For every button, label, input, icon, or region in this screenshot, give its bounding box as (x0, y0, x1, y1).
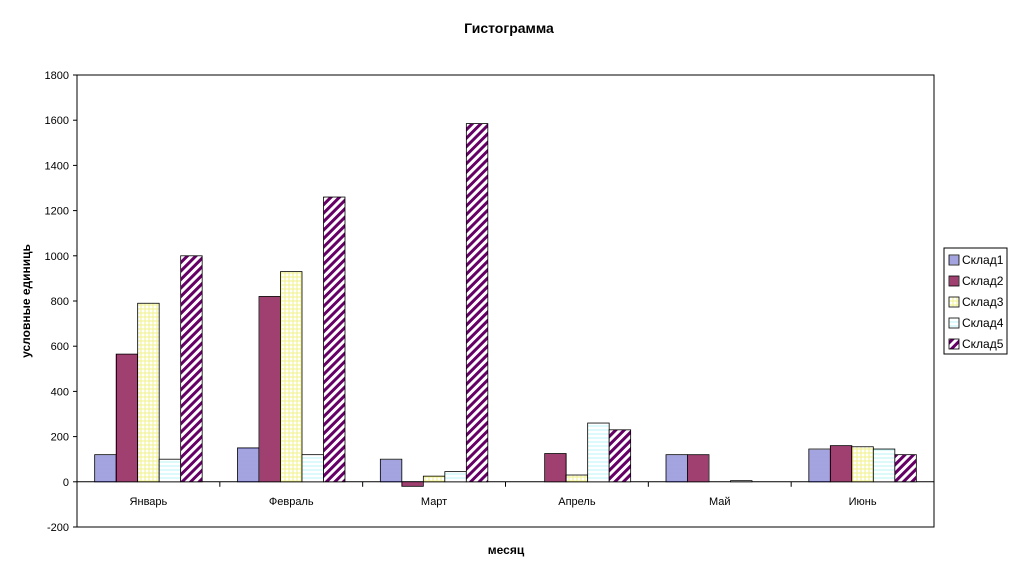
bar-Склад5-Апрель (608, 429, 632, 483)
bar-Склад3-Апрель (565, 474, 589, 483)
legend-label: Склад1 (962, 253, 1004, 267)
bar-Склад4-Май (730, 480, 753, 483)
bar-Склад3-Январь (137, 302, 160, 483)
y-axis-title: условные единиць (19, 244, 33, 358)
bar-Склад2-Май (687, 454, 710, 483)
bar-Склад2-Февраль (258, 296, 281, 483)
y-tick-label: 1200 (45, 206, 69, 218)
x-tick-label: Июнь (849, 496, 877, 508)
legend-label: Склад2 (962, 274, 1004, 288)
legend-label: Склад3 (962, 295, 1004, 309)
legend-swatch (948, 275, 960, 287)
plot-area (76, 74, 935, 528)
bar-Склад5-Февраль (323, 196, 346, 483)
bar-Склад4-Июнь (872, 448, 896, 483)
bar-Склад4-Февраль (301, 454, 324, 483)
y-tick-label: 200 (51, 432, 69, 444)
x-tick-label: Май (709, 496, 731, 508)
x-tick-label: Январь (130, 496, 168, 508)
bar-Склад5-Март (465, 123, 489, 483)
bar-Склад2-Март (401, 481, 424, 487)
x-tick-label: Февраль (269, 496, 314, 508)
x-tick-label: Апрель (558, 496, 596, 508)
bar-Склад3-Февраль (280, 271, 303, 483)
bar-Склад1-Февраль (237, 447, 260, 483)
bar-Склад2-Апрель (544, 453, 567, 483)
legend-label: Склад5 (962, 337, 1004, 351)
legend: Склад1 Склад2 Склад3 Склад4 Склад5 (943, 247, 1008, 355)
legend-label: Склад4 (962, 316, 1004, 330)
x-axis: Январь Февраль Март Апрель Май Июнь (77, 481, 934, 508)
legend-box (943, 247, 1008, 355)
y-tick-label: 1400 (45, 160, 69, 172)
bar-Склад4-Март (444, 471, 467, 483)
legend-swatch (948, 296, 960, 308)
bar-Склад3-Март (422, 475, 446, 483)
bar-Склад1-Январь (94, 454, 117, 483)
legend-swatch (948, 254, 960, 266)
chart-title: Гистограмма (464, 20, 554, 36)
y-tick-label: 800 (51, 296, 69, 308)
y-axis: -200 0 200 400 600 800 1000 1200 1400 1600 1800 (45, 70, 77, 534)
y-tick-label: 1000 (45, 251, 69, 263)
x-axis-title: месяц (488, 543, 525, 557)
legend-swatch (948, 317, 960, 329)
y-tick-label: 600 (51, 341, 69, 353)
y-tick-label: 0 (63, 477, 69, 489)
bar-Склад4-Январь (158, 458, 182, 483)
bar-marks (94, 123, 917, 487)
bar-Склад1-Март (379, 458, 403, 483)
bar-Склад1-Июнь (808, 448, 831, 483)
bar-Склад1-Май (665, 454, 688, 483)
y-tick-label: 1600 (45, 115, 69, 127)
bar-Склад2-Январь (115, 353, 139, 483)
y-tick-label: 400 (51, 386, 69, 398)
legend-swatch (948, 338, 960, 350)
bar-Склад4-Апрель (587, 422, 610, 483)
bar-Склад2-Июнь (829, 445, 853, 483)
bar-Склад5-Июнь (894, 454, 917, 483)
bar-Склад5-Январь (180, 255, 203, 483)
bar-Склад3-Июнь (851, 446, 874, 483)
y-tick-label: 1800 (45, 70, 69, 82)
x-tick-label: Март (421, 496, 447, 508)
y-tick-label: -200 (47, 522, 69, 534)
